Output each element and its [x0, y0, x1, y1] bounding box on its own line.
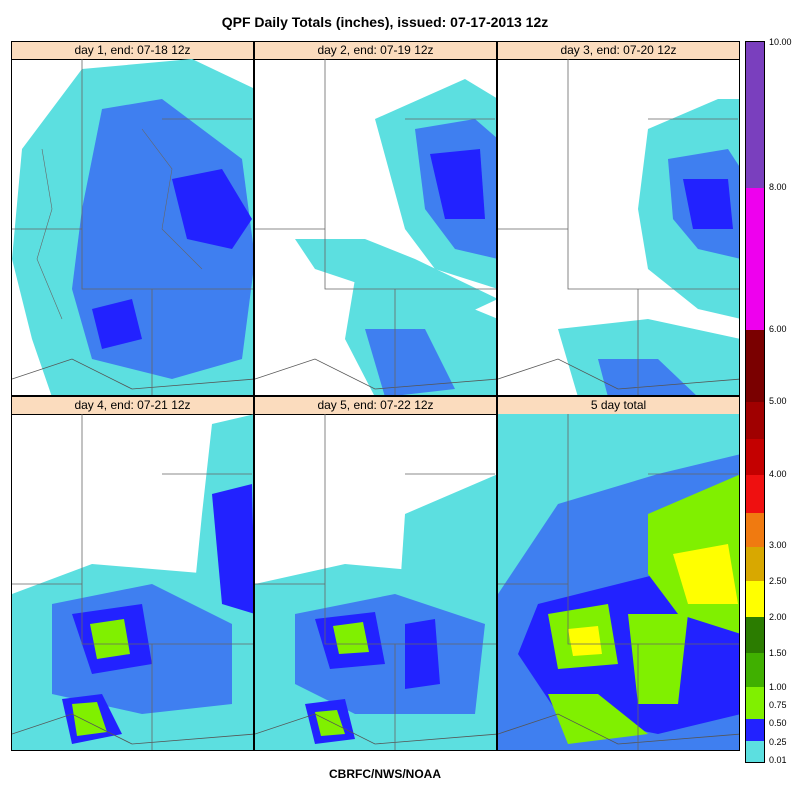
legend-label: 2.00 — [769, 612, 787, 622]
legend-label: 6.00 — [769, 324, 787, 334]
panel-header-day2: day 2, end: 07-19 12z — [255, 42, 496, 60]
precip-map-day4 — [12, 414, 253, 750]
panel-header-day5: day 5, end: 07-22 12z — [255, 397, 496, 415]
legend-swatch — [746, 402, 764, 439]
panel-header-day3: day 3, end: 07-20 12z — [498, 42, 739, 60]
precip-map-day1 — [12, 59, 253, 395]
legend-label: 4.00 — [769, 469, 787, 479]
panel-header-day4: day 4, end: 07-21 12z — [12, 397, 253, 415]
precip-map-day5 — [255, 414, 496, 750]
legend-swatch — [746, 513, 764, 547]
panel-header-day1: day 1, end: 07-18 12z — [12, 42, 253, 60]
legend-swatch — [746, 581, 764, 617]
legend-label: 0.01 — [769, 755, 787, 765]
legend-swatch — [746, 653, 764, 687]
map-panel-5day-total: 5 day total — [497, 396, 740, 751]
legend-swatch — [746, 687, 764, 719]
legend-label: 5.00 — [769, 396, 787, 406]
legend-swatch — [746, 741, 764, 762]
page-title: QPF Daily Totals (inches), issued: 07-17… — [221, 14, 549, 30]
panel-header-5day-total: 5 day total — [498, 397, 739, 415]
map-panel-day4: day 4, end: 07-21 12z — [11, 396, 254, 751]
legend-label: 10.00 — [769, 37, 792, 47]
legend-label: 1.00 — [769, 682, 787, 692]
precip-map-day2 — [255, 59, 496, 395]
map-panel-day2: day 2, end: 07-19 12z — [254, 41, 497, 396]
legend-label: 0.50 — [769, 718, 787, 728]
legend-swatch — [746, 547, 764, 581]
legend-swatch — [746, 617, 764, 653]
legend-label: 3.00 — [769, 540, 787, 550]
legend-swatch — [746, 330, 764, 402]
legend-swatch — [746, 719, 764, 741]
legend-swatch — [746, 188, 764, 330]
legend-label: 1.50 — [769, 648, 787, 658]
color-scale-legend — [745, 41, 765, 763]
legend-label: 8.00 — [769, 182, 787, 192]
footer-credit: CBRFC/NWS/NOAA — [329, 767, 441, 781]
map-panel-day1: day 1, end: 07-18 12z — [11, 41, 254, 396]
map-panel-day5: day 5, end: 07-22 12z — [254, 396, 497, 751]
legend-swatch — [746, 42, 764, 188]
legend-label: 0.25 — [769, 737, 787, 747]
precip-map-day3 — [498, 59, 739, 395]
map-panel-day3: day 3, end: 07-20 12z — [497, 41, 740, 396]
precip-map-5day-total — [498, 414, 739, 750]
legend-label: 2.50 — [769, 576, 787, 586]
legend-label: 0.75 — [769, 700, 787, 710]
legend-swatch — [746, 475, 764, 513]
legend-swatch — [746, 439, 764, 475]
